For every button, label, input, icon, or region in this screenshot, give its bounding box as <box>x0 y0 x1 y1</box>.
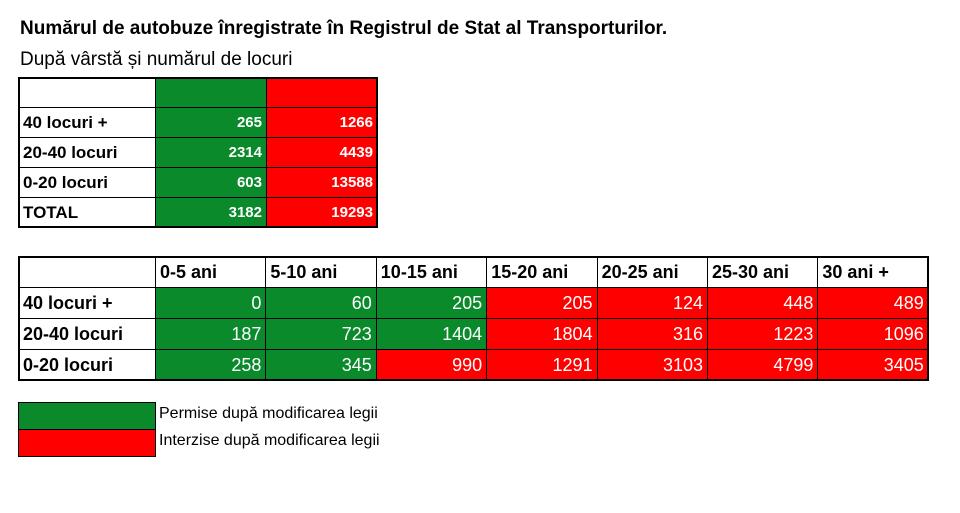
value-cell: 1223 <box>707 318 819 350</box>
value-cell: 1096 <box>817 318 929 350</box>
row-label: 20-40 locuri <box>18 318 156 350</box>
value-cell: 205 <box>375 287 488 319</box>
value-cell: 60 <box>265 287 377 319</box>
column-header: 10-15 ani <box>375 256 488 288</box>
header-cell <box>18 77 156 108</box>
legend-swatch <box>18 402 156 430</box>
column-header: 5-10 ani <box>265 256 377 288</box>
column-header: 0-5 ani <box>155 256 267 288</box>
value-cell: 3103 <box>596 349 708 381</box>
value-cell: 1266 <box>266 107 378 138</box>
header-cell <box>266 77 378 108</box>
value-cell: 258 <box>155 349 267 381</box>
value-cell: 4799 <box>707 349 819 381</box>
column-header: 15-20 ani <box>486 256 598 288</box>
column-header: 25-30 ani <box>707 256 819 288</box>
row-label: 40 locuri + <box>18 107 156 138</box>
value-cell: 489 <box>817 287 929 319</box>
row-label: TOTAL <box>18 197 156 228</box>
value-cell: 13588 <box>266 167 378 198</box>
value-cell: 19293 <box>266 197 378 228</box>
value-cell: 603 <box>155 167 267 198</box>
value-cell: 0 <box>155 287 267 319</box>
value-cell: 990 <box>375 349 488 381</box>
value-cell: 1804 <box>486 318 598 350</box>
value-cell: 3182 <box>155 197 267 228</box>
legend-swatch <box>18 429 156 457</box>
column-header: 20-25 ani <box>596 256 708 288</box>
value-cell: 1291 <box>486 349 598 381</box>
value-cell: 448 <box>707 287 819 319</box>
value-cell: 345 <box>265 349 377 381</box>
legend-label: Interzise după modificarea legii <box>159 432 380 449</box>
title: Numărul de autobuze înregistrate în Regi… <box>20 18 668 39</box>
value-cell: 4439 <box>266 137 378 168</box>
legend-label: Permise după modificarea legii <box>159 405 378 422</box>
row-label: 20-40 locuri <box>18 137 156 168</box>
header-cell <box>18 256 156 288</box>
row-label: 0-20 locuri <box>18 167 156 198</box>
subtitle: După vârstă și numărul de locuri <box>20 49 293 70</box>
header-cell <box>155 77 267 108</box>
value-cell: 187 <box>155 318 267 350</box>
value-cell: 2314 <box>155 137 267 168</box>
value-cell: 124 <box>596 287 708 319</box>
value-cell: 265 <box>155 107 267 138</box>
value-cell: 3405 <box>817 349 929 381</box>
value-cell: 723 <box>265 318 377 350</box>
value-cell: 316 <box>596 318 708 350</box>
value-cell: 1404 <box>375 318 488 350</box>
row-label: 40 locuri + <box>18 287 156 319</box>
value-cell: 205 <box>486 287 598 319</box>
column-header: 30 ani + <box>817 256 929 288</box>
row-label: 0-20 locuri <box>18 349 156 381</box>
